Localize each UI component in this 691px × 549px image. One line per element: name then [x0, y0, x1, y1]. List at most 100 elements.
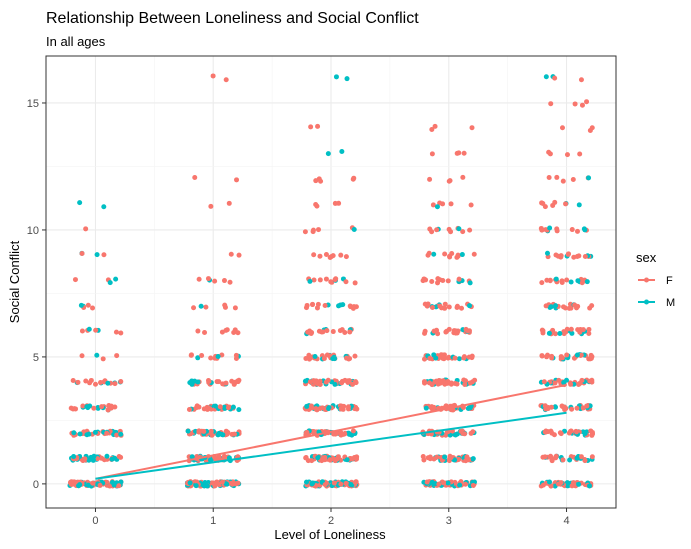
point-f — [559, 355, 565, 361]
point-f — [446, 226, 452, 232]
x-tick-label: 1 — [210, 515, 216, 527]
point-m — [309, 481, 315, 487]
point-f — [430, 202, 436, 208]
point-f — [584, 403, 590, 409]
point-f — [116, 483, 122, 489]
point-f — [228, 251, 234, 257]
trend-lines — [95, 383, 567, 480]
point-f — [306, 352, 312, 358]
point-f — [468, 202, 474, 208]
point-f — [90, 480, 96, 486]
point-f — [540, 328, 546, 334]
point-f — [315, 123, 321, 129]
point-m — [452, 457, 458, 463]
point-f — [79, 328, 85, 334]
point-f — [441, 480, 447, 486]
point-f — [568, 326, 574, 332]
point-m — [339, 149, 345, 155]
point-f — [579, 377, 585, 383]
point-f — [463, 378, 469, 384]
point-f — [72, 277, 78, 283]
point-f — [574, 305, 580, 311]
point-f — [563, 405, 569, 411]
point-f — [559, 125, 565, 131]
point-m — [86, 326, 92, 332]
point-f — [114, 432, 120, 438]
point-f — [334, 456, 340, 462]
point-f — [331, 480, 337, 486]
point-f — [470, 482, 476, 488]
point-f — [308, 403, 314, 409]
point-f — [345, 404, 351, 410]
point-f — [221, 454, 227, 460]
point-f — [114, 353, 120, 359]
point-m — [544, 250, 550, 256]
point-f — [427, 226, 433, 232]
point-m — [568, 279, 574, 285]
point-f — [545, 352, 551, 358]
point-f — [325, 377, 331, 383]
point-f — [555, 253, 561, 259]
point-f — [188, 352, 194, 358]
point-m — [213, 403, 219, 409]
point-f — [204, 406, 210, 412]
point-m — [107, 280, 113, 286]
point-f — [586, 326, 592, 332]
point-m — [587, 483, 593, 489]
chart-title: Relationship Between Loneliness and Soci… — [46, 10, 419, 27]
point-f — [568, 381, 574, 387]
point-f — [561, 331, 567, 337]
point-m — [467, 280, 473, 286]
point-f — [552, 331, 558, 337]
point-m — [221, 404, 227, 410]
point-m — [220, 432, 226, 438]
point-f — [315, 301, 321, 307]
point-f — [540, 454, 546, 460]
point-f — [199, 352, 205, 358]
point-f — [90, 305, 96, 311]
point-f — [104, 430, 110, 436]
point-f — [195, 328, 201, 334]
x-axis-label: Level of Loneliness — [274, 527, 386, 542]
point-f — [445, 355, 451, 361]
point-f — [549, 430, 555, 436]
point-f — [456, 150, 462, 156]
point-f — [556, 377, 562, 383]
point-f — [116, 453, 122, 459]
point-m — [303, 479, 309, 485]
x-tick-label: 4 — [563, 515, 569, 527]
point-f — [452, 328, 458, 334]
point-m — [574, 352, 580, 358]
point-f — [466, 457, 472, 463]
legend-key-f: F — [638, 275, 673, 287]
point-m — [429, 479, 435, 485]
point-f — [461, 354, 467, 360]
point-f — [219, 352, 225, 358]
legend-label: F — [666, 275, 673, 287]
point-f — [552, 199, 558, 205]
point-f — [353, 379, 359, 385]
point-f — [304, 302, 310, 308]
point-f — [319, 458, 325, 464]
point-m — [547, 225, 553, 231]
point-f — [576, 253, 582, 259]
point-m — [582, 227, 588, 233]
point-f — [552, 380, 558, 386]
point-f — [578, 77, 584, 83]
point-f — [231, 431, 237, 437]
point-f — [85, 302, 91, 308]
point-f — [448, 201, 454, 207]
point-m — [467, 303, 473, 309]
point-f — [420, 454, 426, 460]
point-f — [462, 481, 468, 487]
point-f — [320, 329, 326, 335]
point-m — [77, 200, 83, 206]
point-m — [576, 202, 582, 208]
point-f — [458, 428, 464, 434]
point-m — [90, 457, 96, 463]
point-f — [302, 229, 308, 235]
point-m — [78, 302, 84, 308]
point-f — [454, 303, 460, 309]
point-f — [108, 403, 114, 409]
